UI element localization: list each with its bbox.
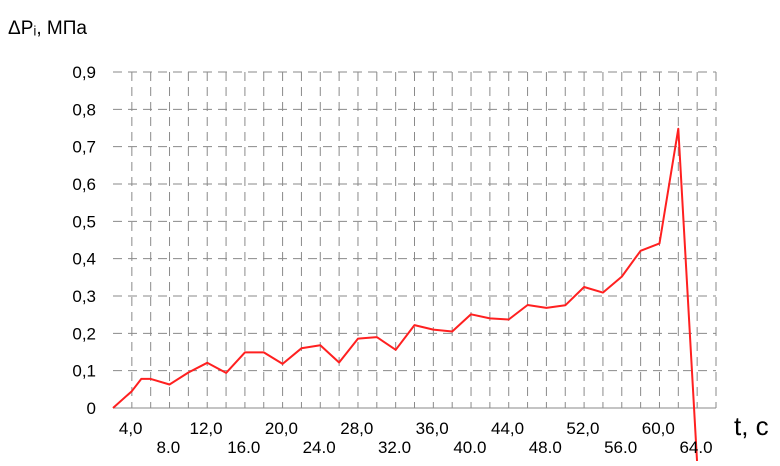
- x-tick-label: 32.0: [378, 438, 411, 457]
- x-tick-label: 40.0: [453, 438, 486, 457]
- y-tick-label: 0: [87, 399, 96, 418]
- x-tick-label: 48.0: [529, 438, 562, 457]
- y-tick-label: 0,7: [72, 138, 96, 157]
- x-tick-label: 36,0: [416, 419, 449, 438]
- x-tick-label: 44,0: [491, 419, 524, 438]
- x-tick-label: 16.0: [227, 438, 260, 457]
- y-tick-label: 0,1: [72, 362, 96, 381]
- y-tick-label: 0,5: [72, 212, 96, 231]
- series-line-0: [113, 129, 697, 461]
- x-tick-label: 52,0: [566, 419, 599, 438]
- x-tick-label: 60,0: [642, 419, 675, 438]
- x-tick-label: 24.0: [303, 438, 336, 457]
- y-tick-label: 0,4: [72, 250, 96, 269]
- x-tick-label: 56.0: [604, 438, 637, 457]
- labels: ΔPᵢ, МПа t, c 0 0,1 0,2 0,3 0,4 0,5 0,6 0,7 0,8 0…: [8, 18, 769, 457]
- x-tick-label: 8.0: [157, 438, 181, 457]
- x-tick-label: 20,0: [265, 419, 298, 438]
- y-tick-label: 0,3: [72, 287, 96, 306]
- y-tick-label: 0,8: [72, 100, 96, 119]
- x-tick-label: 12,0: [190, 419, 223, 438]
- x-axis-title: t, c: [734, 411, 769, 441]
- y-tick-label: 0,9: [72, 63, 96, 82]
- x-tick-label: 4,0: [119, 419, 143, 438]
- y-axis-title: ΔPᵢ, МПа: [8, 18, 87, 39]
- grid: [113, 72, 716, 408]
- y-tick-label: 0,6: [72, 175, 96, 194]
- y-tick-label: 0,2: [72, 324, 96, 343]
- x-tick-label: 28,0: [340, 419, 373, 438]
- x-tick-label: 64.0: [679, 438, 712, 457]
- series-layer: [113, 129, 697, 461]
